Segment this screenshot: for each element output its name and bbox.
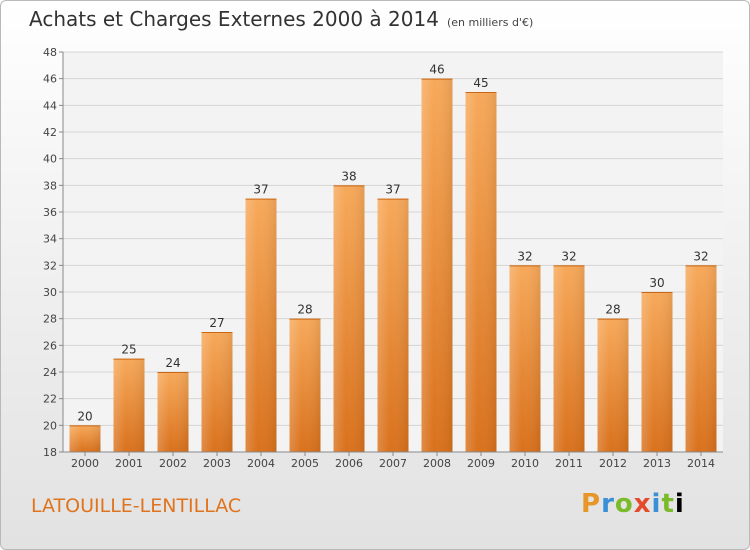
axis-layer: 18 20 22 24 26 28 30 32 34 36 38 40 42 44 46 48 20 2000 25…: [43, 46, 723, 470]
bar-shade: [685, 265, 717, 452]
bar-shade: [597, 318, 629, 452]
bar-value-label: 25: [121, 343, 136, 357]
y-tick-label: 36: [43, 206, 57, 219]
logo-letter: o: [614, 489, 634, 519]
bar-shade: [553, 265, 585, 452]
y-tick-label: 20: [43, 419, 57, 432]
logo-letter: t: [661, 489, 675, 519]
x-tick-label: 2008: [423, 457, 451, 470]
y-tick-label: 40: [43, 153, 57, 166]
bar-value-label: 30: [649, 276, 664, 290]
bar-value-label: 37: [253, 183, 268, 197]
bar-shade: [509, 265, 541, 452]
y-tick-label: 26: [43, 339, 57, 352]
x-tick-label: 2005: [291, 457, 319, 470]
x-tick-label: 2000: [71, 457, 99, 470]
bar-shade: [289, 318, 321, 452]
x-tick-label: 2004: [247, 457, 275, 470]
logo-letter: x: [633, 489, 652, 519]
bar-value-label: 28: [297, 303, 312, 317]
y-tick-label: 38: [43, 179, 57, 192]
bar-value-label: 32: [693, 249, 708, 263]
bar-value-label: 37: [385, 183, 400, 197]
bar-shade: [113, 358, 145, 452]
x-tick-label: 2011: [555, 457, 583, 470]
y-tick-label: 48: [43, 46, 57, 59]
bar-shade: [157, 372, 189, 452]
bar-shade: [377, 198, 409, 452]
chart-subtitle: (en milliers d'€): [446, 16, 534, 29]
logo-letter: i: [651, 489, 662, 519]
bar-shade: [333, 185, 365, 453]
y-tick-label: 18: [43, 446, 57, 459]
x-tick-label: 2002: [159, 457, 187, 470]
proxiti-logo: Proxiti: [581, 489, 685, 519]
bar-value-label: 24: [165, 356, 180, 370]
x-tick-label: 2003: [203, 457, 231, 470]
x-tick-label: 2007: [379, 457, 407, 470]
x-tick-label: 2013: [643, 457, 671, 470]
bar-value-label: 32: [517, 249, 532, 263]
y-tick-label: 30: [43, 286, 57, 299]
logo-letter: i: [674, 489, 685, 519]
x-tick-label: 2010: [511, 457, 539, 470]
y-tick-label: 42: [43, 126, 57, 139]
bar-layer: [69, 78, 717, 453]
logo-letter: P: [581, 489, 602, 519]
bar-shade: [465, 92, 497, 452]
bar-shade: [69, 425, 101, 452]
bar-shade: [421, 78, 453, 453]
chart-title: Achats et Charges Externes 2000 à 2014 (e…: [29, 7, 533, 31]
bar-shade: [641, 292, 673, 452]
y-tick-label: 28: [43, 313, 57, 326]
x-tick-label: 2014: [687, 457, 715, 470]
y-tick-label: 24: [43, 366, 57, 379]
bar-value-label: 38: [341, 169, 356, 183]
bar-value-label: 32: [561, 249, 576, 263]
x-tick-label: 2009: [467, 457, 495, 470]
y-tick-label: 32: [43, 259, 57, 272]
bar-value-label: 20: [77, 409, 92, 423]
y-tick-label: 22: [43, 393, 57, 406]
bar-value-label: 27: [209, 316, 224, 330]
bar-shade: [201, 332, 233, 452]
logo-letter: r: [601, 489, 615, 519]
x-tick-label: 2001: [115, 457, 143, 470]
bar-value-label: 45: [473, 76, 488, 90]
bar-shade: [245, 198, 277, 452]
bar-value-label: 46: [429, 63, 444, 77]
x-tick-label: 2012: [599, 457, 627, 470]
x-tick-label: 2006: [335, 457, 363, 470]
y-tick-label: 46: [43, 73, 57, 86]
y-tick-label: 34: [43, 233, 57, 246]
commune-name: LATOUILLE-LENTILLAC: [31, 495, 242, 517]
y-tick-label: 44: [43, 99, 57, 112]
bar-value-label: 28: [605, 303, 620, 317]
chart-title-text: Achats et Charges Externes 2000 à 2014: [29, 7, 439, 31]
